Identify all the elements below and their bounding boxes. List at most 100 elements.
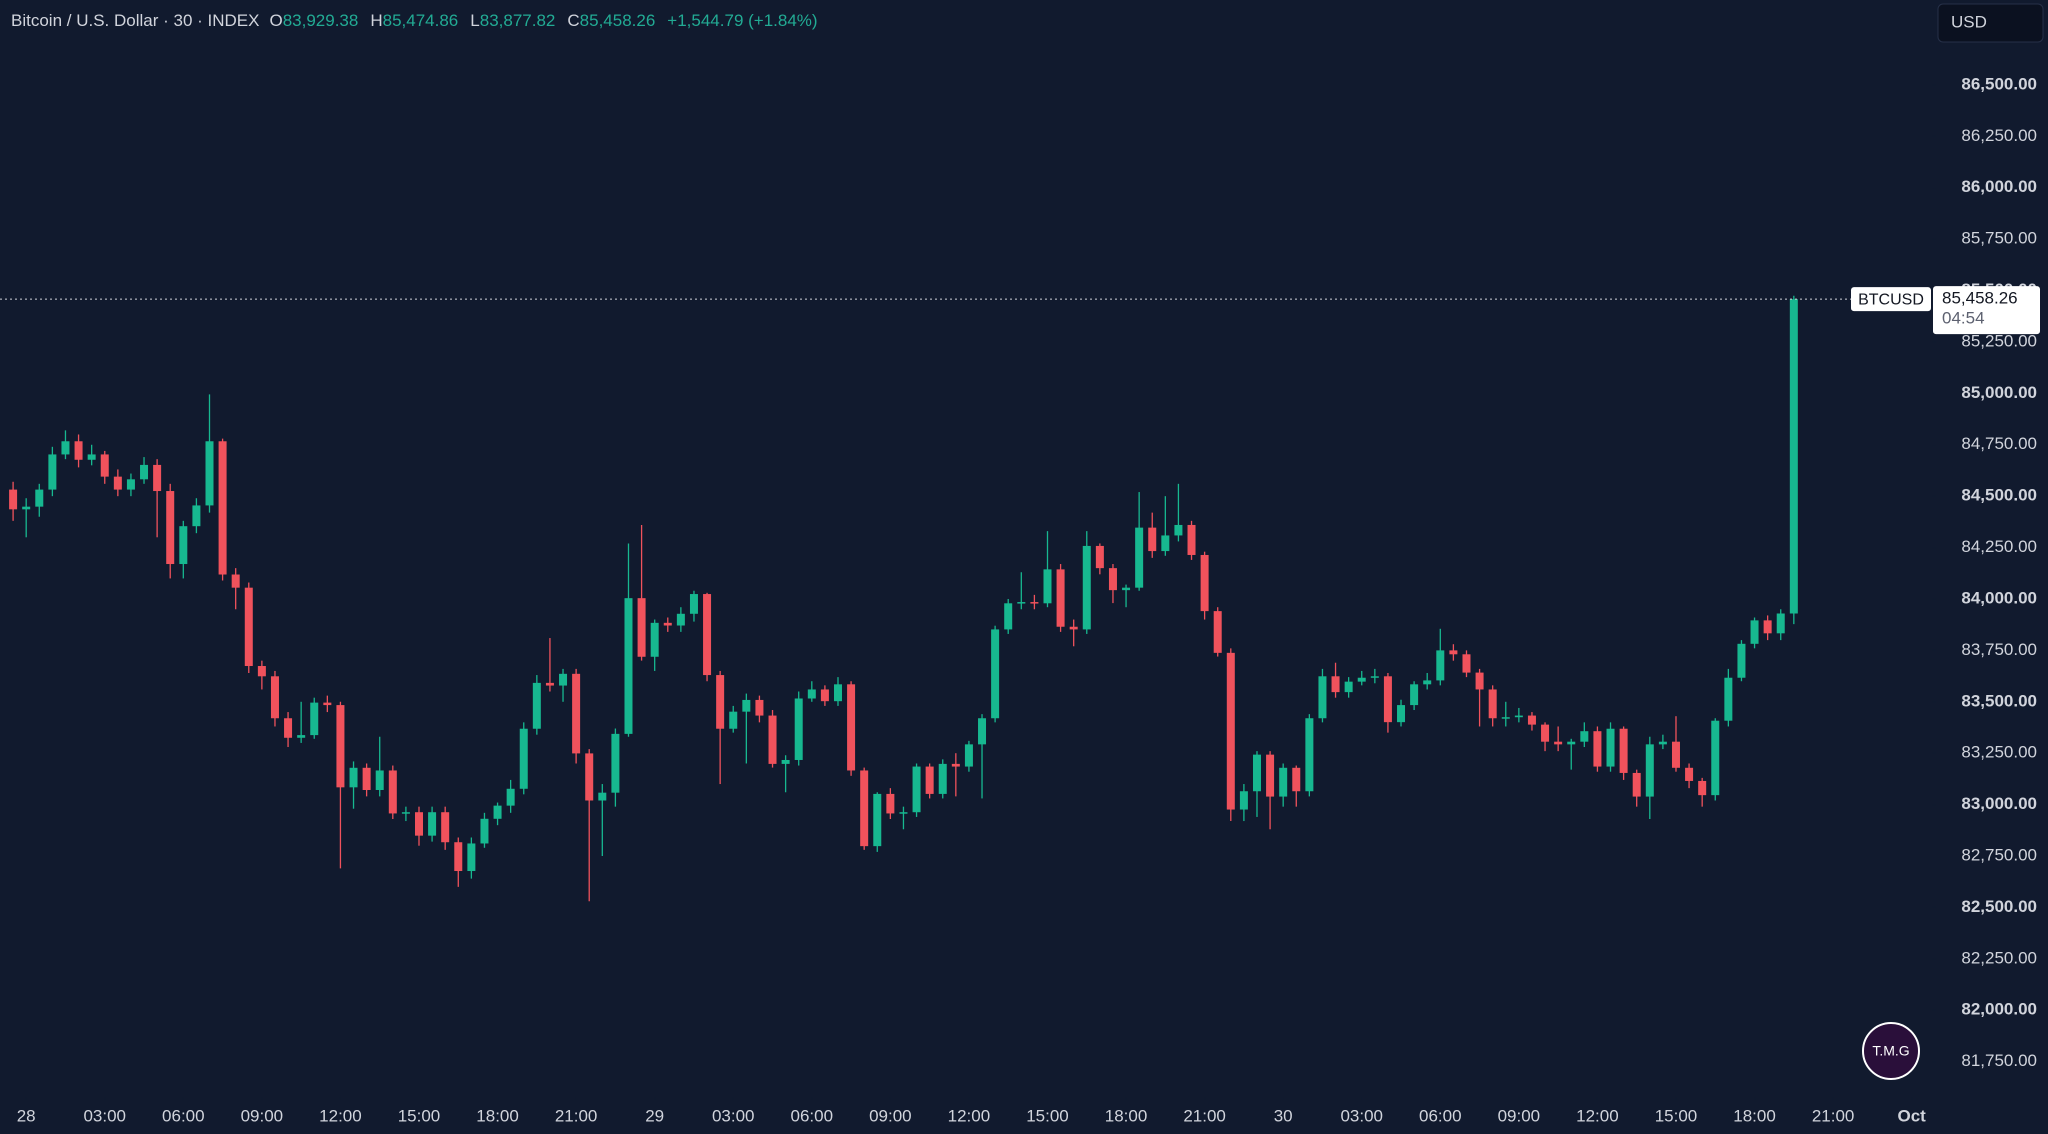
- candle-body: [1056, 569, 1065, 627]
- candle-body: [1671, 741, 1680, 768]
- ohlc-value: 85,474.86: [382, 11, 459, 30]
- candle-body: [1580, 731, 1589, 742]
- y-tick-label: 82,250.00: [1961, 948, 2037, 967]
- x-tick-label: 18:00: [476, 1106, 519, 1125]
- plot-layer: 81,750.00 82,000.00 82,250.00 82,500.00 82,7…: [0, 74, 2040, 1125]
- candle-body: [703, 594, 712, 676]
- candle-body: [689, 594, 698, 614]
- logo: [1862, 1022, 1920, 1080]
- candle-body: [807, 689, 816, 699]
- change: +1,544.79 (+1.84%): [667, 11, 818, 30]
- ohlc-key: C: [567, 11, 580, 30]
- candle-body: [1436, 650, 1445, 681]
- candle-body: [860, 770, 869, 847]
- candle-body: [375, 770, 384, 791]
- candle-body: [192, 505, 201, 527]
- x-tick-label: 09:00: [241, 1106, 284, 1125]
- candle-body: [1108, 568, 1117, 591]
- candle-body: [35, 489, 44, 507]
- x-tick-label: 12:00: [948, 1106, 991, 1125]
- candle-body: [1213, 611, 1222, 653]
- candle-body: [1252, 754, 1261, 792]
- candle-body: [624, 598, 633, 734]
- candle-body: [820, 689, 829, 702]
- candle-body: [244, 587, 253, 667]
- price-tag: [1933, 286, 2040, 335]
- candle-body: [1370, 676, 1379, 678]
- candle-body: [349, 767, 358, 788]
- y-tick-label: 83,500.00: [1961, 691, 2037, 710]
- y-tick-label: 83,000.00: [1961, 794, 2037, 813]
- x-tick-label: 06:00: [162, 1106, 205, 1125]
- y-tick-label: 82,500.00: [1961, 897, 2037, 916]
- candle-body: [768, 715, 777, 764]
- candle-body: [1148, 527, 1157, 552]
- x-tick-label: 15:00: [1655, 1106, 1698, 1125]
- legend-header: Bitcoin / U.S. Dollar · 30 · INDEX O83,92…: [11, 11, 830, 31]
- candle-body: [729, 711, 738, 729]
- candle-body: [1514, 715, 1523, 718]
- candle-body: [925, 766, 934, 794]
- candle-body: [179, 526, 188, 565]
- candle-body: [1030, 602, 1039, 604]
- currency-button[interactable]: [1937, 3, 2044, 43]
- candle-body: [1383, 676, 1392, 723]
- candle-body: [1449, 650, 1458, 655]
- candle-body: [559, 673, 568, 686]
- candle-body: [598, 792, 607, 801]
- candle-body: [1501, 717, 1510, 719]
- candle-body: [1017, 602, 1026, 604]
- candle-body: [716, 675, 725, 729]
- x-tick-label: 29: [645, 1106, 664, 1125]
- candle-body: [1357, 677, 1366, 682]
- candle-body: [886, 793, 895, 814]
- candle-body: [22, 506, 31, 510]
- candle-body: [1789, 299, 1798, 614]
- candle-body: [61, 441, 70, 455]
- ohlc-value: 83,877.82: [479, 11, 556, 30]
- candle-body: [362, 767, 371, 791]
- candle-body: [1711, 720, 1720, 796]
- candle-body: [1292, 767, 1301, 792]
- x-tick-label: 21:00: [1183, 1106, 1226, 1125]
- y-tick-label: 85,250.00: [1961, 331, 2037, 350]
- symbol-title: Bitcoin / U.S. Dollar · 30 · INDEX: [11, 11, 260, 30]
- x-tick-label: 15:00: [398, 1106, 441, 1125]
- candle-body: [519, 728, 528, 789]
- candle-body: [663, 622, 672, 626]
- symbol-tag-label: BTCUSD: [1858, 291, 1924, 308]
- candle-body: [873, 793, 882, 847]
- candle-body: [166, 491, 175, 565]
- candle-body: [1645, 744, 1654, 797]
- candle-body: [74, 441, 83, 460]
- ohlc-value: 85,458.26: [579, 11, 656, 30]
- candle-body: [113, 476, 122, 490]
- y-tick-label: 83,250.00: [1961, 743, 2037, 762]
- candle-body: [257, 666, 266, 677]
- candle-body: [964, 744, 973, 767]
- currency-label[interactable]: USD: [1951, 12, 1987, 31]
- countdown-label: 04:54: [1942, 309, 1985, 328]
- price-tag-label: 85,458.26: [1942, 289, 2018, 308]
- candle-body: [284, 718, 293, 738]
- candle-body: [781, 759, 790, 764]
- x-tick-label: 15:00: [1026, 1106, 1069, 1125]
- x-tick-label: 21:00: [1812, 1106, 1855, 1125]
- y-tick-label: 85,750.00: [1961, 229, 2037, 248]
- candle-body: [231, 574, 240, 588]
- candle-body: [1397, 705, 1406, 723]
- candle-body: [1462, 654, 1471, 673]
- x-tick-label: 18:00: [1105, 1106, 1148, 1125]
- candle-body: [323, 702, 332, 706]
- x-tick-label: 30: [1274, 1106, 1293, 1125]
- candle-body: [454, 842, 463, 872]
- candle-body: [1266, 754, 1275, 797]
- candle-body: [532, 682, 541, 729]
- x-tick-label: 18:00: [1733, 1106, 1776, 1125]
- y-tick-label: 86,000.00: [1961, 177, 2037, 196]
- candle-body: [1305, 718, 1314, 792]
- candle-body: [1698, 780, 1707, 796]
- candle-body: [572, 673, 581, 754]
- candle-body: [1200, 554, 1209, 612]
- candle-body: [1331, 676, 1340, 693]
